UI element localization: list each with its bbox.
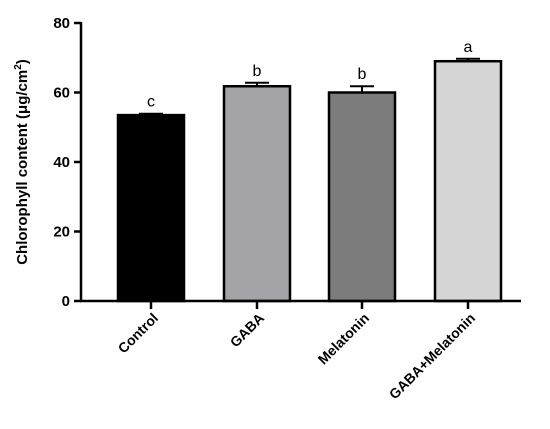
- significance-label: b: [253, 63, 262, 80]
- x-tick-label: GABA+Melatonin: [386, 310, 478, 402]
- significance-label: b: [358, 66, 367, 83]
- bar: [116, 113, 186, 303]
- y-axis: 0 20 40 60 80: [53, 15, 83, 310]
- x-axis: Control GABA Melatonin GABA+Melatonin: [80, 299, 521, 402]
- bar: [433, 59, 503, 303]
- bars: c b b a: [116, 39, 503, 303]
- y-tick-label: 0: [62, 293, 70, 310]
- significance-label: c: [147, 94, 155, 111]
- bar: [327, 91, 397, 303]
- bar: [222, 84, 292, 303]
- y-tick-label: 20: [53, 224, 70, 241]
- y-tick-label: 40: [53, 154, 70, 171]
- significance-label: a: [464, 39, 473, 56]
- y-tick-label: 80: [53, 15, 70, 32]
- x-tick-label: Melatonin: [315, 310, 373, 368]
- y-axis-title: Chlorophyll content (μg/cm2): [13, 59, 31, 265]
- x-tick-label: Control: [115, 310, 162, 357]
- y-tick-label: 60: [53, 85, 70, 102]
- x-tick-label: GABA: [227, 310, 267, 350]
